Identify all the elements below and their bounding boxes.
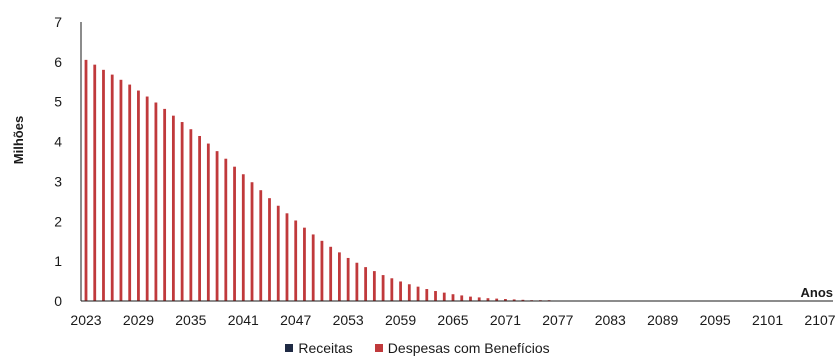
bar-despesas [460, 295, 464, 301]
bar-despesas [128, 84, 132, 301]
y-tick-label: 5 [54, 94, 62, 110]
bar-despesas [504, 299, 507, 301]
x-tick-label: 2101 [752, 312, 783, 328]
legend-item-despesas: Despesas com Benefícios [374, 340, 550, 356]
bar-despesas [469, 296, 472, 301]
x-tick-label: 2059 [385, 312, 416, 328]
bar-despesas [145, 96, 149, 301]
bar-despesas [416, 286, 420, 301]
bar-despesas [486, 298, 490, 301]
x-tick-label: 2041 [228, 312, 259, 328]
y-axis-label: Milhões [11, 116, 26, 164]
y-axis-ticks: 0 1 2 3 4 5 6 7 [54, 14, 62, 309]
x-axis-ticks: 2023 2029 2035 2041 2047 2053 2059 2065 2071 2077… [70, 312, 835, 328]
bar-chart: 0 1 2 3 4 5 6 7 2023 2029 2035 2041 2047 2053 2059 206… [11, 14, 835, 328]
bar-despesas [180, 122, 184, 301]
x-tick-label: 2095 [700, 312, 731, 328]
legend-label-despesas: Despesas com Benefícios [387, 340, 550, 356]
bar-despesas [320, 240, 324, 301]
bar-despesas [303, 227, 306, 301]
bar-despesas [451, 294, 455, 301]
legend: Receitas Despesas com Benefícios [0, 340, 835, 356]
bar-despesas [241, 174, 245, 301]
bar-despesas [171, 115, 175, 301]
bar-despesas [268, 198, 271, 301]
x-axis-label: Anos [801, 285, 834, 300]
bar-despesas [399, 281, 402, 301]
bar-despesas [206, 143, 210, 301]
bar-despesas [372, 271, 376, 301]
y-tick-label: 0 [54, 293, 62, 309]
x-tick-label: 2077 [542, 312, 573, 328]
legend-label-receitas: Receitas [298, 340, 353, 356]
bar-despesas [407, 284, 411, 301]
legend-swatch-receitas [285, 344, 294, 352]
bar-despesas [224, 158, 228, 301]
bar-despesas [189, 129, 193, 301]
bar-despesas [119, 79, 123, 301]
bar-despesas [294, 220, 298, 301]
x-tick-label: 2071 [490, 312, 521, 328]
bars-group [84, 59, 603, 302]
bar-despesas [311, 234, 315, 301]
bar-despesas [434, 291, 437, 301]
bar-despesas [346, 257, 350, 301]
y-tick-label: 2 [54, 213, 62, 229]
y-tick-label: 1 [54, 253, 62, 269]
bar-despesas [364, 267, 368, 301]
bar-despesas [250, 182, 254, 301]
bar-despesas [512, 299, 516, 301]
legend-swatch-despesas [374, 344, 383, 352]
bar-despesas [110, 74, 114, 301]
x-tick-label: 2023 [70, 312, 101, 328]
bar-despesas [477, 297, 481, 301]
x-tick-label: 2083 [595, 312, 626, 328]
x-tick-label: 2029 [123, 312, 154, 328]
bar-despesas [425, 289, 429, 301]
bar-despesas [154, 102, 158, 301]
bar-despesas [276, 205, 280, 301]
bar-despesas [521, 299, 525, 301]
bar-despesas [93, 64, 97, 302]
bar-despesas [102, 69, 105, 301]
bar-despesas [215, 151, 219, 301]
bar-despesas [233, 166, 236, 301]
bar-despesas [495, 298, 499, 301]
y-tick-label: 3 [54, 173, 62, 189]
x-tick-label: 2089 [647, 312, 678, 328]
y-tick-label: 7 [54, 14, 62, 30]
y-tick-label: 4 [54, 134, 62, 150]
bar-despesas [381, 275, 385, 301]
x-tick-label: 2053 [333, 312, 364, 328]
bar-despesas [442, 292, 446, 301]
bar-despesas [329, 246, 333, 301]
bar-despesas [163, 108, 167, 301]
y-tick-label: 6 [54, 54, 62, 70]
bar-despesas [390, 278, 394, 301]
x-tick-label: 2035 [175, 312, 206, 328]
bar-despesas [285, 213, 289, 301]
bar-despesas [355, 262, 359, 301]
legend-item-receitas: Receitas [285, 340, 353, 356]
bar-despesas [137, 90, 140, 301]
x-tick-label: 2065 [437, 312, 468, 328]
x-tick-label: 2047 [280, 312, 311, 328]
x-tick-label: 2107 [804, 312, 835, 328]
bar-despesas [84, 59, 88, 301]
bar-despesas [338, 252, 341, 301]
bar-despesas [259, 190, 263, 301]
bar-despesas [198, 135, 201, 301]
